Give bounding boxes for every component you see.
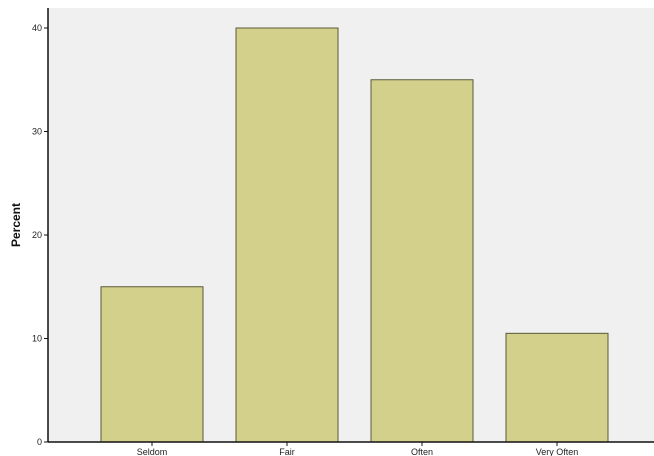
x-tick-label: Very Often bbox=[536, 447, 579, 456]
x-tick-label: Fair bbox=[279, 447, 295, 456]
y-tick-label: 30 bbox=[32, 127, 42, 137]
y-tick-label: 40 bbox=[32, 23, 42, 33]
y-ticks-group: 0 10 20 30 40 bbox=[32, 23, 48, 447]
y-tick-label: 10 bbox=[32, 334, 42, 344]
y-axis-title: Percent bbox=[9, 203, 23, 247]
bars-group bbox=[100, 27, 609, 443]
y-tick-label: 0 bbox=[37, 437, 42, 447]
bar-fair bbox=[235, 27, 339, 443]
x-tick-label: Seldom bbox=[137, 447, 168, 456]
bar-seldom bbox=[100, 286, 204, 443]
bar-often bbox=[370, 79, 474, 443]
x-labels-group: Seldom Fair Often Very Often bbox=[137, 442, 579, 456]
x-tick-label: Often bbox=[411, 447, 433, 456]
y-tick-label: 20 bbox=[32, 230, 42, 240]
bar-very-often bbox=[505, 332, 609, 443]
